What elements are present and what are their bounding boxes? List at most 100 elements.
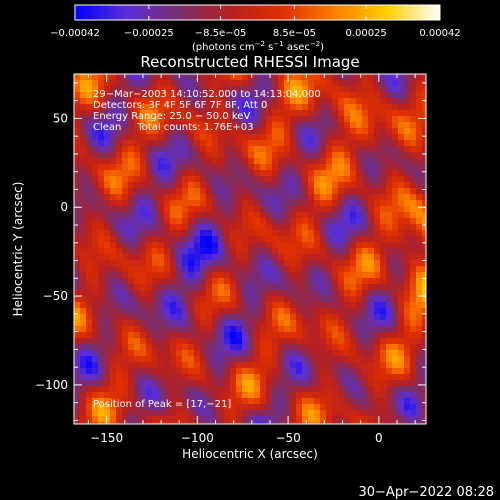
- heatmap-cell: [122, 194, 129, 201]
- heatmap-cell: [422, 398, 426, 405]
- heatmap-cell: [182, 98, 189, 105]
- heatmap-cell: [308, 326, 315, 333]
- heatmap-cell: [134, 188, 141, 195]
- heatmap-cell: [146, 350, 153, 357]
- heatmap-cell: [392, 230, 399, 237]
- heatmap-cell: [368, 386, 375, 393]
- heatmap-cell: [308, 404, 315, 411]
- heatmap-cell: [164, 380, 171, 387]
- heatmap-cell: [164, 86, 171, 93]
- heatmap-cell: [224, 344, 231, 351]
- heatmap-cell: [230, 416, 237, 423]
- heatmap-cell: [92, 116, 99, 123]
- heatmap-cell: [392, 278, 399, 285]
- heatmap-cell: [104, 152, 111, 159]
- heatmap-cell: [98, 206, 105, 213]
- heatmap-cell: [188, 140, 195, 147]
- heatmap-cell: [74, 416, 81, 423]
- heatmap-cell: [188, 260, 195, 267]
- heatmap-cell: [152, 212, 159, 219]
- heatmap-cell: [134, 206, 141, 213]
- heatmap-cell: [278, 404, 285, 411]
- heatmap-cell: [158, 128, 165, 135]
- heatmap-cell: [386, 230, 393, 237]
- heatmap-cell: [146, 386, 153, 393]
- heatmap-cell: [332, 212, 339, 219]
- heatmap-cell: [338, 290, 345, 297]
- heatmap-cell: [104, 80, 111, 87]
- heatmap-cell: [74, 374, 81, 381]
- heatmap-cell: [176, 200, 183, 207]
- heatmap-cell: [158, 398, 165, 405]
- heatmap-cell: [404, 320, 411, 327]
- heatmap-cell: [110, 368, 117, 375]
- heatmap-cell: [422, 170, 426, 177]
- heatmap-cell: [278, 260, 285, 267]
- heatmap-cell: [254, 80, 261, 87]
- heatmap-cell: [398, 98, 405, 105]
- heatmap-cell: [122, 110, 129, 117]
- heatmap-cell: [404, 92, 411, 99]
- heatmap-cell: [404, 194, 411, 201]
- heatmap-cell: [194, 200, 201, 207]
- heatmap-cell: [392, 224, 399, 231]
- heatmap-cell: [326, 380, 333, 387]
- heatmap-cell: [194, 80, 201, 87]
- heatmap-cell: [182, 206, 189, 213]
- heatmap-cell: [410, 338, 417, 345]
- heatmap-cell: [404, 242, 411, 249]
- heatmap-cell: [350, 140, 357, 147]
- heatmap-cell: [164, 158, 171, 165]
- heatmap-cell: [254, 380, 261, 387]
- heatmap-cell: [140, 134, 147, 141]
- heatmap-cell: [158, 350, 165, 357]
- heatmap-cell: [362, 92, 369, 99]
- heatmap-cell: [332, 170, 339, 177]
- heatmap-cell: [176, 212, 183, 219]
- heatmap-cell: [314, 386, 321, 393]
- heatmap-cell: [200, 302, 207, 309]
- heatmap-cell: [422, 266, 426, 273]
- heatmap-cell: [368, 104, 375, 111]
- heatmap-cell: [284, 224, 291, 231]
- heatmap-cell: [230, 356, 237, 363]
- heatmap-cell: [134, 86, 141, 93]
- heatmap-cell: [410, 146, 417, 153]
- heatmap-cell: [104, 134, 111, 141]
- heatmap-cell: [116, 266, 123, 273]
- heatmap-cell: [74, 86, 81, 93]
- heatmap-cell: [86, 308, 93, 315]
- heatmap-cell: [104, 362, 111, 369]
- heatmap-cell: [386, 170, 393, 177]
- heatmap-cell: [380, 338, 387, 345]
- heatmap-cell: [362, 362, 369, 369]
- heatmap-cell: [242, 104, 249, 111]
- heatmap-cell: [356, 242, 363, 249]
- heatmap-cell: [104, 194, 111, 201]
- heatmap-cell: [296, 290, 303, 297]
- heatmap-cell: [92, 158, 99, 165]
- heatmap-cell: [356, 128, 363, 135]
- heatmap-cell: [254, 152, 261, 159]
- heatmap-cell: [410, 188, 417, 195]
- heatmap-cell: [266, 326, 273, 333]
- heatmap-cell: [92, 248, 99, 255]
- heatmap-cell: [236, 326, 243, 333]
- heatmap-cell: [176, 80, 183, 87]
- heatmap-cell: [350, 368, 357, 375]
- heatmap-cell: [308, 248, 315, 255]
- heatmap-cell: [134, 152, 141, 159]
- heatmap-cell: [290, 86, 297, 93]
- heatmap-cell: [272, 350, 279, 357]
- heatmap-cell: [200, 224, 207, 231]
- heatmap-cell: [92, 194, 99, 201]
- heatmap-cell: [332, 236, 339, 243]
- heatmap-cell: [230, 380, 237, 387]
- heatmap-cell: [224, 206, 231, 213]
- heatmap-cell: [128, 302, 135, 309]
- heatmap-cell: [416, 272, 423, 279]
- heatmap-cell: [146, 182, 153, 189]
- heatmap-cell: [80, 284, 87, 291]
- heatmap-cell: [308, 368, 315, 375]
- heatmap-cell: [98, 122, 105, 129]
